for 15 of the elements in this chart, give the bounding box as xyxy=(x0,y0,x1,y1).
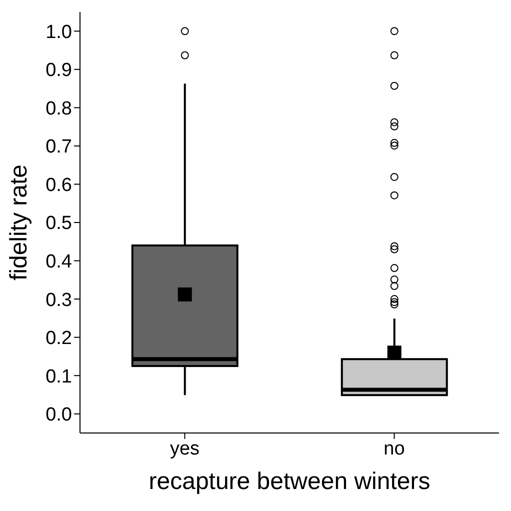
y-tick-label: 0.9 xyxy=(46,60,72,82)
y-tick-label: 0.3 xyxy=(46,290,72,311)
x-tick-label: yes xyxy=(170,438,200,460)
y-tick-label: 0.6 xyxy=(46,174,72,196)
y-tick-label: 0.8 xyxy=(46,98,72,120)
y-tick-label: 0.5 xyxy=(46,213,72,234)
x-tick-label: no xyxy=(384,438,405,460)
y-axis-title: fidelity rate xyxy=(6,164,33,281)
y-tick-label: 0.2 xyxy=(46,328,72,350)
y-tick-label: 0.7 xyxy=(46,136,72,158)
y-tick-label: 0.0 xyxy=(46,404,72,426)
y-tick-label: 1.0 xyxy=(46,22,72,43)
y-tick-label: 0.1 xyxy=(46,366,72,388)
x-axis-title: recapture between winters xyxy=(148,468,430,495)
y-tick-label: 0.4 xyxy=(46,252,72,273)
